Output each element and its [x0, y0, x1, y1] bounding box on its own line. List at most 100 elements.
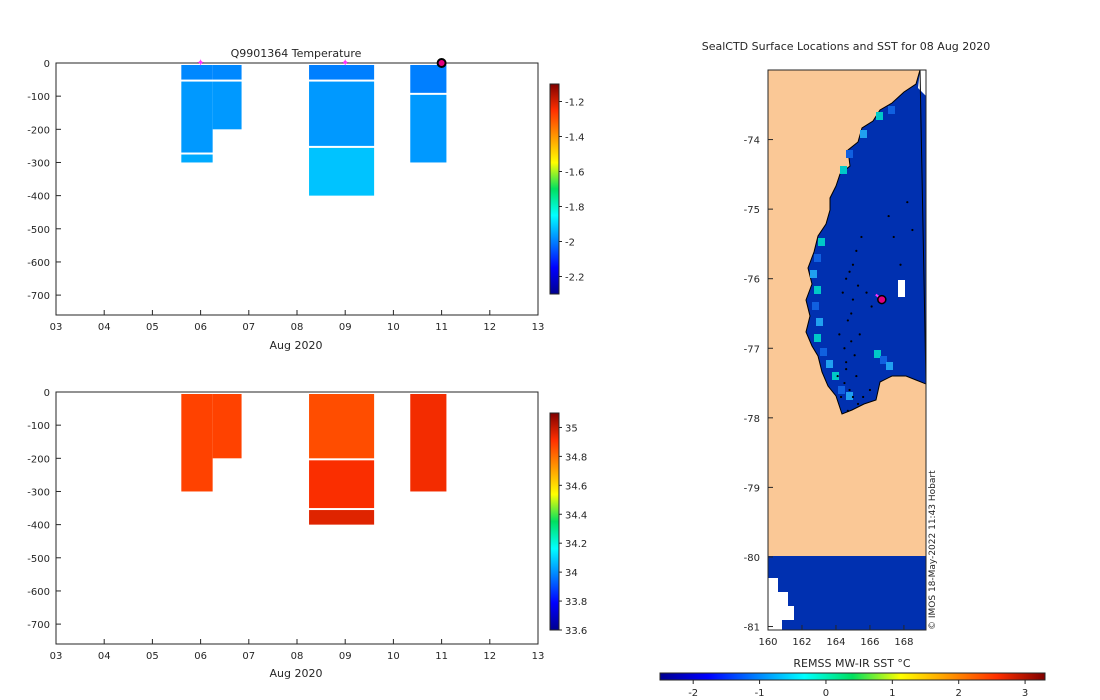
seal-track-point: [843, 347, 846, 350]
temperature-x-tick-label: 13: [532, 322, 545, 333]
seal-track-point: [851, 298, 855, 301]
salinity-xlabel: Aug 2020: [270, 667, 323, 680]
salinity-x-tick-label: 09: [339, 651, 352, 662]
seal-track-point: [845, 277, 848, 280]
salinity-x-tick-label: 08: [291, 651, 304, 662]
salinity-y-tick-label: -600: [27, 587, 50, 598]
shelf-edge-cell: [888, 106, 895, 114]
salinity-cell: [212, 394, 242, 459]
salinity-section-plot: 0 -100 -200 -300 -400 -500 -600 -700 03 04 05 06 07…: [27, 388, 587, 680]
salinity-x-tick-label: 10: [387, 651, 400, 662]
map-lat-tick-label: -78: [744, 414, 760, 425]
temperature-cell: [309, 147, 375, 196]
salinity-colorbar-tick-label: 33.8: [565, 597, 587, 608]
temperature-title: Q9901364 Temperature: [231, 47, 362, 60]
seal-track-point: [855, 249, 858, 252]
temperature-cell: [181, 81, 213, 153]
temperature-y-tick-label: -700: [27, 291, 50, 302]
sst-colorbar-tick-label: -2: [688, 688, 698, 699]
shelf-edge-cell: [826, 360, 833, 368]
salinity-cell: [309, 510, 375, 525]
salinity-x-tick-label: 11: [435, 651, 448, 662]
salinity-colorbar-tick-label: 34.6: [565, 481, 587, 492]
map-title: SealCTD Surface Locations and SST for 08…: [702, 40, 991, 53]
southern-sea-region: [768, 556, 926, 630]
shelf-edge-cell: [846, 150, 853, 158]
salinity-x-tick-label: 06: [194, 651, 207, 662]
map-lat-tick-label: -76: [744, 275, 760, 286]
salinity-x-tick-label: 04: [98, 651, 111, 662]
temperature-x-tick-label: 12: [483, 322, 496, 333]
shelf-edge-cell: [814, 286, 821, 294]
salinity-y-tick-label: -200: [27, 454, 50, 465]
salinity-y-ticks: 0 -100 -200 -300 -400 -500 -600 -700: [27, 388, 61, 631]
seal-track-point: [865, 291, 868, 294]
seal-track-point: [858, 333, 861, 336]
map-lon-tick-label: 160: [758, 637, 777, 648]
salinity-cell: [410, 394, 447, 492]
shelf-edge-cell: [860, 130, 867, 138]
seal-track-point: [843, 381, 846, 385]
salinity-y-tick-label: -400: [27, 521, 50, 532]
temperature-xlabel: Aug 2020: [270, 339, 323, 352]
current-location-marker: [875, 293, 887, 305]
sst-colorbar-tick-label: 0: [823, 688, 829, 699]
temperature-x-tick-label: 05: [146, 322, 159, 333]
coastline: [805, 70, 926, 415]
salinity-axes-box: [55, 391, 539, 645]
temperature-y-tick-label: -300: [27, 158, 50, 169]
salinity-x-tick-label: 05: [146, 651, 159, 662]
seal-track-point: [906, 201, 909, 204]
temperature-x-tick-label: 08: [291, 322, 304, 333]
map-lat-tick-label: -74: [744, 136, 760, 147]
salinity-y-tick-label: -300: [27, 487, 50, 498]
temperature-y-ticks: 0 -100 -200 -300 -400 -500 -600 -700: [27, 59, 61, 302]
sst-map: SealCTD Surface Locations and SST for 08…: [659, 40, 1046, 699]
shelf-edge-cell: [846, 392, 853, 400]
salinity-cells: [181, 394, 447, 525]
seal-track-point: [856, 284, 860, 287]
map-lat-tick-label: -80: [744, 553, 760, 564]
ice-gap: [898, 280, 905, 297]
temperature-colorbar-tick-label: -1.2: [565, 98, 585, 109]
salinity-colorbar: [549, 412, 560, 631]
sst-colorbar: [659, 672, 1046, 681]
seal-track-point: [848, 388, 851, 392]
map-lon-tick-label: 166: [860, 637, 879, 648]
sst-colorbar-label: REMSS MW-IR SST °C: [793, 657, 911, 670]
map-lon-tick-label: 168: [894, 637, 913, 648]
temperature-colorbar-tick-label: -2: [565, 238, 575, 249]
salinity-cell: [181, 394, 213, 492]
salinity-cell: [309, 460, 375, 509]
shelf-edge-cell: [814, 254, 821, 262]
shelf-edge-cell: [876, 112, 883, 120]
temperature-colorbar-tick-label: -2.2: [565, 273, 585, 284]
seal-track-point: [851, 395, 855, 399]
map-lon-ticks: 160 162 164 166 168: [758, 625, 913, 648]
seal-track-point: [846, 409, 849, 412]
temperature-y-tick-label: -600: [27, 258, 50, 269]
salinity-colorbar-tick-label: 33.6: [565, 626, 587, 637]
salinity-x-tick-label: 07: [242, 651, 255, 662]
seal-track-point: [845, 368, 848, 371]
shelf-edge-cell: [810, 270, 817, 278]
temperature-markers: ✦ ✦: [196, 58, 447, 69]
temperature-colorbar-tick-label: -1.8: [565, 203, 585, 214]
temperature-x-tick-label: 11: [435, 322, 448, 333]
watermark: © IMOS 18-May-2022 11:43 Hobart: [928, 470, 938, 630]
salinity-x-tick-label: 12: [483, 651, 496, 662]
salinity-colorbar-tick-label: 34.4: [565, 510, 587, 521]
map-axes-box: [767, 69, 927, 631]
salinity-x-tick-label: 03: [50, 651, 63, 662]
temperature-y-tick-label: -400: [27, 192, 50, 203]
salinity-y-tick-label: -700: [27, 620, 50, 631]
map-lon-tick-label: 162: [792, 637, 811, 648]
map-lat-tick-label: -81: [744, 623, 760, 634]
salinity-x-tick-label: 13: [532, 651, 545, 662]
shelf-edge-cell: [832, 372, 839, 380]
sst-colorbar-tick-label: 2: [956, 688, 962, 699]
temperature-colorbar-tick-label: -1.4: [565, 133, 585, 144]
temperature-y-tick-label: -100: [27, 92, 50, 103]
shelf-edge-cell: [886, 362, 893, 370]
seal-track-point: [851, 263, 855, 266]
